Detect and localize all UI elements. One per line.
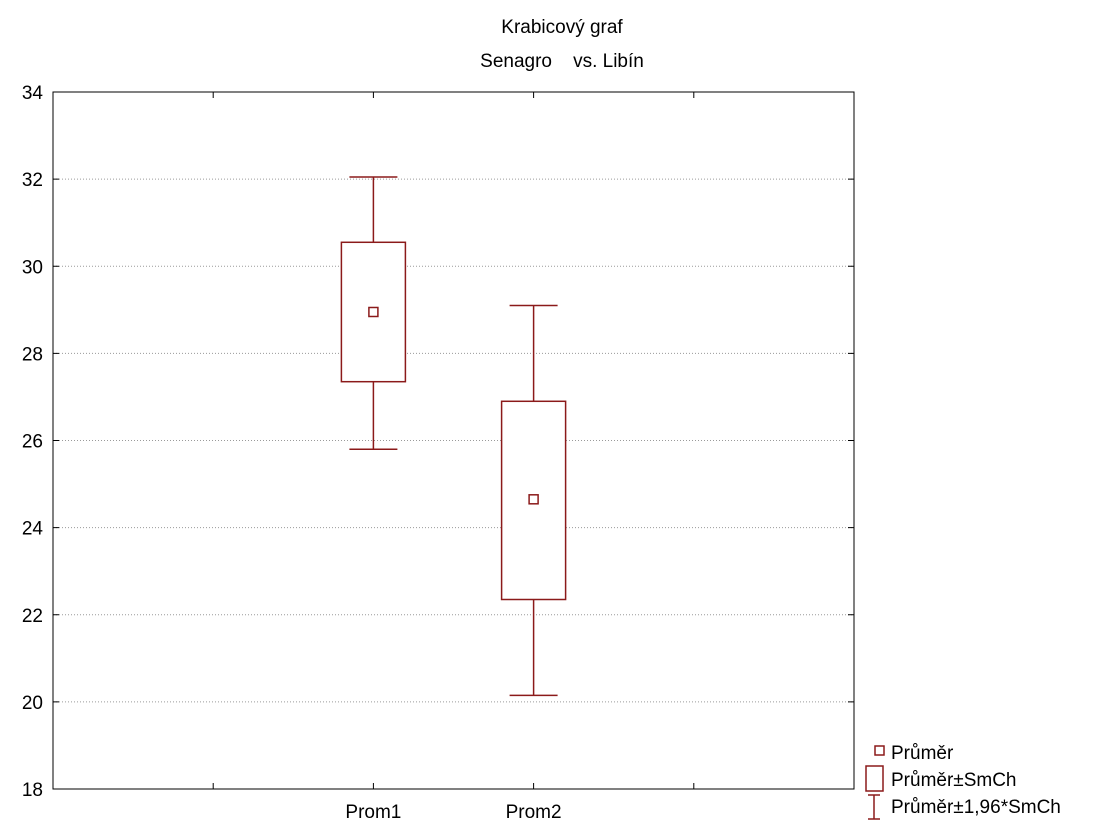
- legend-item: Průměr: [874, 743, 954, 764]
- box-series: [340, 176, 567, 697]
- y-tick-label: 32: [22, 170, 43, 191]
- box-prom1: [340, 176, 407, 450]
- chart-title: Krabicový graf: [501, 17, 623, 38]
- legend: Průměr Průměr±SmCh Průměr±1,96*SmCh: [865, 743, 1061, 820]
- mean-marker: [368, 306, 379, 318]
- legend-label: Průměr±1,96*SmCh: [891, 797, 1061, 818]
- y-tick-label: 20: [22, 693, 43, 714]
- legend-box-icon: [865, 765, 884, 792]
- y-axis: 18 20 22 24 26 28 30 32 34: [22, 83, 854, 801]
- x-category-label: Prom1: [345, 802, 401, 823]
- gridlines: [53, 178, 854, 703]
- y-tick-label: 30: [22, 257, 43, 278]
- y-tick-label: 26: [22, 432, 43, 453]
- legend-item: Průměr±SmCh: [865, 765, 1017, 792]
- box-prom2: [500, 304, 567, 697]
- y-tick-label: 34: [22, 83, 44, 104]
- chart-subtitle: Senagro vs. Libín: [480, 51, 644, 72]
- legend-label: Průměr: [891, 743, 954, 764]
- legend-mean-icon: [874, 745, 885, 756]
- legend-item: Průměr±1,96*SmCh: [868, 794, 1061, 820]
- y-tick-label: 28: [22, 344, 43, 365]
- legend-label: Průměr±SmCh: [891, 770, 1017, 791]
- mean-marker: [528, 494, 539, 505]
- x-axis: Prom1 Prom2: [212, 92, 695, 823]
- y-tick-label: 24: [22, 519, 44, 540]
- y-tick-label: 22: [22, 606, 43, 627]
- y-tick-label: 18: [22, 780, 43, 801]
- x-category-label: Prom2: [506, 802, 562, 823]
